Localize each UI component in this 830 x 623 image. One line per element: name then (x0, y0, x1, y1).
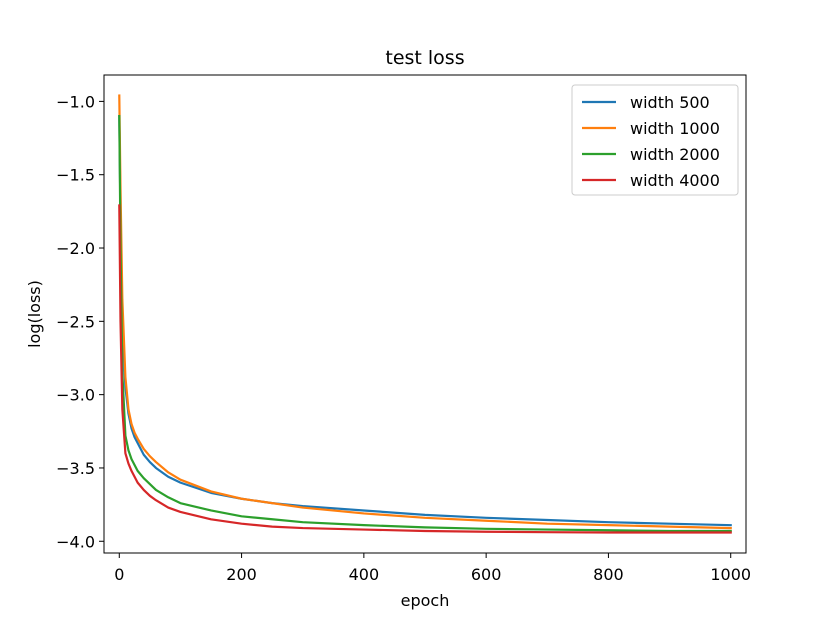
legend-label: width 2000 (630, 145, 720, 164)
y-tick-label: −2.0 (56, 239, 95, 258)
plot-frame (103, 74, 747, 554)
y-axis-title: log(loss) (25, 280, 44, 348)
x-tick-label: 600 (471, 565, 502, 584)
legend-label: width 1000 (630, 119, 720, 138)
y-tick-label: −3.0 (56, 386, 95, 405)
series-line-4 (118, 204, 732, 534)
chart-title: test loss (385, 47, 464, 69)
x-tick-label: 0 (114, 565, 124, 584)
series-line-3 (118, 114, 732, 533)
legend-label: width 4000 (630, 171, 720, 190)
y-tick-label: −1.0 (56, 92, 95, 111)
x-axis-title: epoch (401, 591, 450, 610)
series-layer (118, 94, 732, 534)
x-axis: 0 200 400 600 800 1000 (114, 553, 751, 584)
y-tick-label: −2.5 (56, 312, 95, 331)
legend-label: width 500 (630, 93, 710, 112)
y-tick-label: −4.0 (56, 532, 95, 551)
legend: width 500 width 1000 width 2000 width 4000 (571, 84, 739, 196)
x-tick-label: 200 (226, 565, 257, 584)
y-tick-label: −3.5 (56, 459, 95, 478)
legend-box (571, 84, 739, 196)
x-tick-label: 800 (593, 565, 624, 584)
y-tick-label: −1.5 (56, 166, 95, 185)
y-axis: −1.0 −1.5 −2.0 −2.5 −3.0 −3.5 −4.0 (56, 92, 104, 551)
x-tick-label: 1000 (710, 565, 751, 584)
series-line-2 (118, 94, 732, 530)
x-tick-label: 400 (349, 565, 380, 584)
